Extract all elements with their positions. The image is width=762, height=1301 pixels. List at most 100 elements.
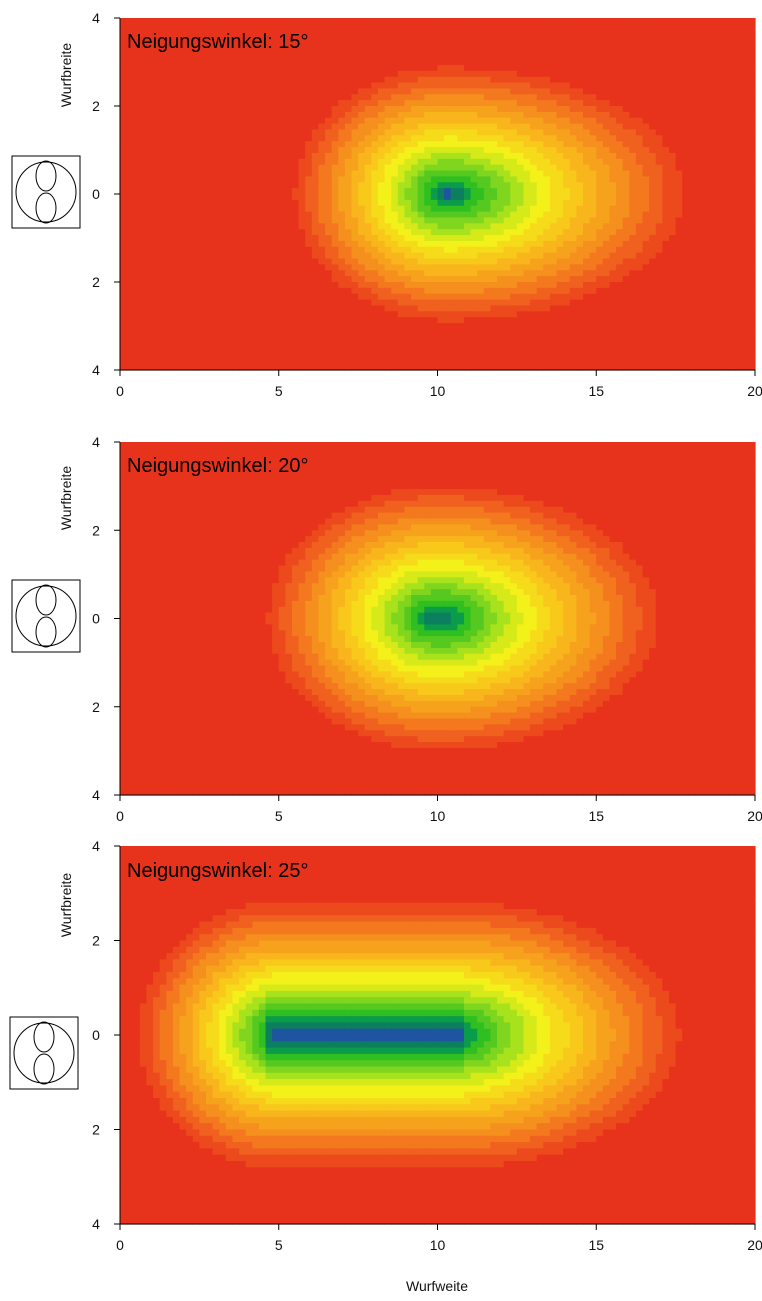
contour-cell [318,76,326,84]
contour-cell [186,76,194,84]
contour-cell [536,88,544,95]
contour-cell [715,252,723,260]
contour-cell [741,164,749,172]
contour-cell [543,311,551,318]
contour-cell [318,135,326,142]
contour-cell [655,164,663,172]
contour-cell [536,129,544,136]
contour-cell [477,229,485,236]
contour-cell [331,111,339,119]
contour-cell [635,270,644,277]
contour-cell [232,305,240,312]
contour-cell [318,276,326,283]
contour-cell [278,305,286,312]
contour-cell [377,158,386,166]
contour-cell [649,164,657,172]
contour-cell [199,205,207,213]
contour-cell [642,82,650,89]
contour-cell [589,117,597,125]
contour-cell [609,35,617,43]
contour-cell [530,287,538,295]
contour-cell [675,23,683,31]
contour-cell [225,317,234,324]
contour-cell [252,106,260,113]
contour-cell [212,106,220,113]
contour-cell [477,246,485,254]
contour-cell [186,211,194,219]
contour-cell [371,317,379,324]
contour-cell [159,41,167,48]
contour-cell [179,111,187,119]
contour-cell [483,88,492,95]
contour-cell [126,64,134,72]
contour-cell [556,135,564,142]
contour-cell [642,111,650,119]
contour-cell [219,270,227,277]
contour-cell [523,164,531,172]
contour-cell [291,29,300,37]
contour-cell [411,282,419,289]
contour-cell [662,217,670,224]
contour-cell [635,246,644,254]
contour-cell [252,164,260,172]
contour-cell [192,188,200,195]
contour-cell [662,59,670,66]
contour-cell [563,70,571,78]
contour-cell [179,205,187,213]
contour-cell [741,82,749,89]
contour-cell [629,76,637,84]
contour-cell [682,223,690,230]
contour-cell [311,252,320,260]
contour-cell [344,305,353,312]
contour-cell [205,194,214,201]
contour-cell [364,100,372,107]
contour-cell [497,211,505,219]
contour-cell [649,47,657,54]
contour-cell [404,129,412,136]
contour-cell [596,287,604,295]
contour-cell [411,135,419,142]
contour-cell [199,111,207,119]
contour-cell [629,53,637,60]
contour-cell [616,311,624,318]
contour-cell [159,94,167,101]
contour-cell [139,117,148,125]
contour-cell [444,158,452,166]
contour-cell [344,229,353,236]
contour-cell [622,217,630,224]
contour-cell [483,223,492,230]
contour-cell [741,293,749,301]
contour-cell [291,176,300,183]
contour-cell [245,41,253,48]
contour-cell [735,217,743,224]
contour-cell [444,287,452,295]
contour-cell [391,194,399,201]
contour-cell [549,305,558,312]
contour-cell [384,117,392,125]
contour-cell [675,29,683,37]
contour-cell [305,141,313,148]
contour-cell [417,94,425,101]
contour-cell [688,305,697,312]
contour-cell [424,229,432,236]
contour-cell [589,270,597,277]
contour-cell [344,41,353,48]
contour-cell [649,35,657,43]
contour-cell [377,64,386,72]
contour-cell [205,18,214,25]
contour-cell [702,76,710,84]
contour-cell [715,111,723,119]
contour-cell [649,100,657,107]
contour-cell [602,235,611,242]
contour-cell [305,76,313,84]
contour-cell [576,141,584,148]
contour-cell [258,217,267,224]
contour-cell [589,53,597,60]
contour-cell [563,276,571,283]
contour-cell [510,276,518,283]
contour-cell [702,35,710,43]
contour-cell [192,147,200,154]
contour-cell [404,23,412,31]
contour-cell [715,158,723,166]
contour-cell [311,240,320,248]
